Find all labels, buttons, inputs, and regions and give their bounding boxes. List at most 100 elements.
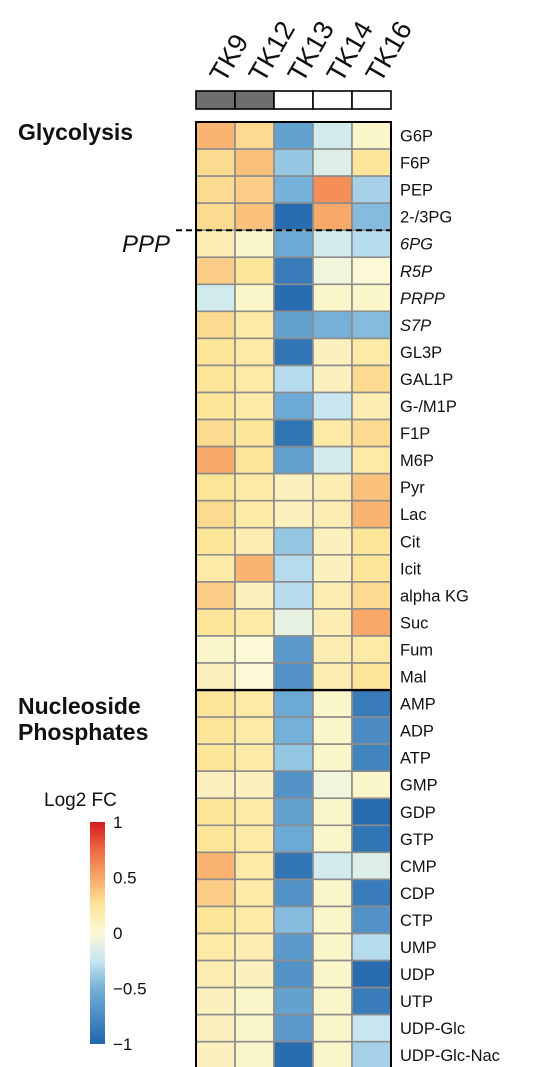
heatmap-cell-ctp-tk16 — [351, 905, 392, 935]
row-label-fum: Fum — [400, 641, 433, 659]
heatmap-cell-amp-tk14 — [312, 689, 353, 718]
heatmap-cell-suc-tk14 — [312, 608, 353, 637]
heatmap-cell-cdp-tk13 — [273, 878, 314, 908]
heatmap-cell-gtp-tk9 — [195, 824, 236, 854]
heatmap-cell-utp-tk16 — [351, 986, 392, 1016]
heatmap-cell-gtp-tk14 — [312, 824, 353, 854]
heatmap-cell-g6p-tk9 — [195, 121, 236, 150]
heatmap-cell-gdp-tk16 — [351, 797, 392, 827]
heatmap-cell-udp-glc-tk14 — [312, 1013, 353, 1043]
heatmap-cell-f6p-tk9 — [195, 148, 236, 177]
heatmap-cell-fum-tk13 — [273, 635, 314, 664]
heatmap-cell-gdp-tk14 — [312, 797, 353, 827]
heatmap-cell-fum-tk14 — [312, 635, 353, 664]
heatmap-cell-udp-glc-nac-tk12 — [234, 1040, 275, 1067]
heatmap-cell-mal-tk13 — [273, 662, 314, 691]
heatmap-cell-6pg-tk14 — [312, 229, 353, 259]
heatmap-cell-s7p-tk9 — [195, 310, 236, 340]
row-label-alpha-kg: alpha KG — [400, 587, 469, 605]
heatmap-cell-icit-tk12 — [234, 553, 275, 583]
heatmap-cell-prpp-tk9 — [195, 283, 236, 313]
heatmap-cell-2-3pg-tk13 — [273, 202, 314, 231]
heatmap-cell-adp-tk12 — [234, 716, 275, 745]
heatmap-cell-f6p-tk13 — [273, 148, 314, 177]
heatmap-cell-suc-tk9 — [195, 608, 236, 637]
heatmap-cell-udp-glc-tk12 — [234, 1013, 275, 1043]
heatmap-cell-m6p-tk12 — [234, 445, 275, 475]
heatmap-cell-gl3p-tk14 — [312, 337, 353, 367]
heatmap-cell-6pg-tk16 — [351, 229, 392, 259]
heatmap-cell-pep-tk9 — [195, 175, 236, 204]
heatmap-cell-gl3p-tk12 — [234, 337, 275, 367]
legend-ticks: 1 0.5 0 −0.5 −1 — [113, 813, 147, 1054]
heatmap-cell-gmp-tk14 — [312, 770, 353, 800]
legend-color-bar — [90, 822, 105, 1044]
column-label-tk9: TK9 — [204, 29, 255, 87]
heatmap-cell-utp-tk13 — [273, 986, 314, 1016]
heatmap-cell-mal-tk14 — [312, 662, 353, 691]
heatmap-cell-g6p-tk14 — [312, 121, 353, 150]
heatmap-cell-udp-glc-tk9 — [195, 1013, 236, 1043]
heatmap-cell-fum-tk12 — [234, 635, 275, 664]
heatmap-cell-cdp-tk14 — [312, 878, 353, 908]
heatmap-cell-cit-tk16 — [351, 526, 392, 556]
heatmap-cell-udp-glc-nac-tk14 — [312, 1040, 353, 1067]
group-label-glycolysis: Glycolysis — [18, 119, 133, 145]
heatmap-cell-pyr-tk12 — [234, 472, 275, 502]
heatmap-cell-amp-tk9 — [195, 689, 236, 718]
heatmap-cell-g-m1p-tk16 — [351, 391, 392, 421]
heatmap-cell-s7p-tk14 — [312, 310, 353, 340]
heatmap-cell-cit-tk12 — [234, 526, 275, 556]
row-label-gal1p: GAL1P — [400, 371, 453, 389]
heatmap-cell-r5p-tk9 — [195, 256, 236, 286]
color-legend: Log2 FC 1 0.5 0 −0.5 −1 — [44, 790, 147, 1054]
heatmap-cell-icit-tk16 — [351, 553, 392, 583]
heatmap-cell-pyr-tk16 — [351, 472, 392, 502]
row-label-ump: UMP — [400, 939, 437, 957]
heatmap-cell-pep-tk13 — [273, 175, 314, 204]
heatmap-cell-gal1p-tk9 — [195, 364, 236, 394]
heatmap-cell-2-3pg-tk16 — [351, 202, 392, 231]
group-label-nucleoside-phosphates: Nucleoside Phosphates — [18, 693, 148, 745]
heatmap-cell-atp-tk12 — [234, 743, 275, 773]
heatmap-frame — [195, 121, 392, 1067]
group-label-ppp: PPP — [122, 231, 170, 258]
heatmap-cell-suc-tk12 — [234, 608, 275, 637]
heatmap-cell-2-3pg-tk14 — [312, 202, 353, 231]
heatmap-cell-gmp-tk9 — [195, 770, 236, 800]
heatmap-cell-alpha-kg-tk12 — [234, 581, 275, 610]
heatmap-cell-2-3pg-tk9 — [195, 202, 236, 231]
heatmap-cell-adp-tk14 — [312, 716, 353, 745]
heatmap-cell-f6p-tk16 — [351, 148, 392, 177]
heatmap-cell-g6p-tk13 — [273, 121, 314, 150]
heatmap-cells — [195, 121, 392, 1067]
heatmap-cell-udp-glc-tk16 — [351, 1013, 392, 1043]
heatmap-cell-ump-tk16 — [351, 932, 392, 962]
heatmap-cell-r5p-tk12 — [234, 256, 275, 286]
row-label-udp-glc: UDP-Glc — [400, 1020, 465, 1038]
heatmap-cell-adp-tk16 — [351, 716, 392, 745]
heatmap-cell-utp-tk9 — [195, 986, 236, 1016]
heatmap-cell-6pg-tk9 — [195, 229, 236, 259]
heatmap-cell-amp-tk16 — [351, 689, 392, 718]
heatmap-cell-ctp-tk14 — [312, 905, 353, 935]
heatmap-cell-gmp-tk13 — [273, 770, 314, 800]
heatmap-cell-m6p-tk9 — [195, 445, 236, 475]
heatmap-cell-ump-tk13 — [273, 932, 314, 962]
legend-tick-0: 1 — [113, 813, 122, 832]
heatmap-cell-m6p-tk14 — [312, 445, 353, 475]
heatmap-cell-atp-tk13 — [273, 743, 314, 773]
heatmap-cell-prpp-tk12 — [234, 283, 275, 313]
row-label-pep: PEP — [400, 182, 433, 200]
row-label-gmp: GMP — [400, 777, 438, 795]
column-group-bar — [195, 90, 392, 110]
heatmap-cell-suc-tk16 — [351, 608, 392, 637]
heatmap-cell-lac-tk12 — [234, 499, 275, 529]
row-label-cdp: CDP — [400, 885, 435, 903]
row-label-f1p: F1P — [400, 425, 430, 443]
heatmap-cell-gdp-tk9 — [195, 797, 236, 827]
heatmap-cell-ctp-tk13 — [273, 905, 314, 935]
heatmap-cell-cmp-tk9 — [195, 851, 236, 881]
heatmap-cell-pyr-tk14 — [312, 472, 353, 502]
